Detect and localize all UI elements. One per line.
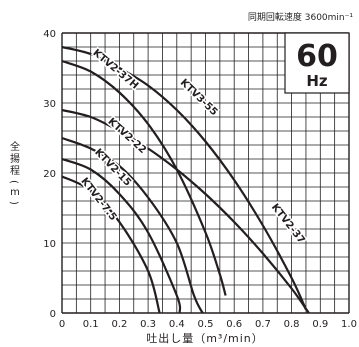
y-axis-label-char: 揚 <box>10 152 20 165</box>
curve-ktv2-37h <box>61 59 227 296</box>
y-tick-label: 0 <box>50 309 56 320</box>
x-tick-label: 0.9 <box>312 319 328 330</box>
x-tick-label: 0.5 <box>198 319 214 330</box>
y-tick-label: 30 <box>43 99 56 110</box>
curve-label-ktv2-15: KTV2-15 <box>92 147 133 189</box>
curve-label-ktv2-37: KTV2-37 <box>269 202 307 246</box>
x-axis-label: 吐出し量（m³/min） <box>146 331 264 345</box>
curve-label-ktv2-22: KTV2-22 <box>106 116 149 156</box>
frequency-value: 60 <box>296 39 338 74</box>
y-axis-label-char: ( <box>8 180 19 184</box>
y-tick-label: 20 <box>43 169 56 180</box>
series-lines <box>61 45 310 314</box>
frequency-box <box>284 32 350 94</box>
x-tick-label: 0.7 <box>255 319 271 330</box>
x-tick-label: 0.1 <box>83 319 99 330</box>
curve-label-ktv2-37h: KTV2-37H <box>90 47 140 91</box>
x-tick-label: 0.2 <box>111 319 127 330</box>
y-tick-label: 10 <box>43 239 56 250</box>
speed-note: 同期回転速度 3600min⁻¹ <box>248 11 353 23</box>
x-tick-label: 0.6 <box>226 319 242 330</box>
x-tick-label: 0.4 <box>169 319 185 330</box>
curve-ktv2-22 <box>61 136 204 314</box>
x-tick-label: 0.8 <box>284 319 300 330</box>
y-axis-label-char: 全 <box>10 140 20 153</box>
y-tick-label: 40 <box>43 29 56 40</box>
curve-label-ktv3-55: KTV3-55 <box>178 77 220 118</box>
y-axis-label-char: ) <box>8 201 19 205</box>
y-axis-label: 全揚程 ( m) <box>8 140 20 205</box>
curve-label-ktv2-7-5: KTV2-7.5 <box>78 176 118 223</box>
curve-ktv2-15 <box>61 157 182 314</box>
curve-ktv2-37 <box>61 108 310 314</box>
y-axis-label-char: 程 <box>10 165 20 177</box>
tick-labels: 0 0.1 0.2 0.3 0.4 0.5 0.6 0.7 0.8 0.9 1.0 0 10 20 30 40 <box>43 29 357 330</box>
x-tick-label: 0.3 <box>140 319 156 330</box>
x-tick-label: 0 <box>59 319 65 330</box>
x-tick-label: 1.0 <box>341 319 357 330</box>
frequency-unit: Hz <box>306 72 328 90</box>
curve-ktv2-7-5 <box>61 175 161 314</box>
curve-ktv3-55 <box>61 45 307 310</box>
y-axis-label-char: m <box>10 187 20 198</box>
